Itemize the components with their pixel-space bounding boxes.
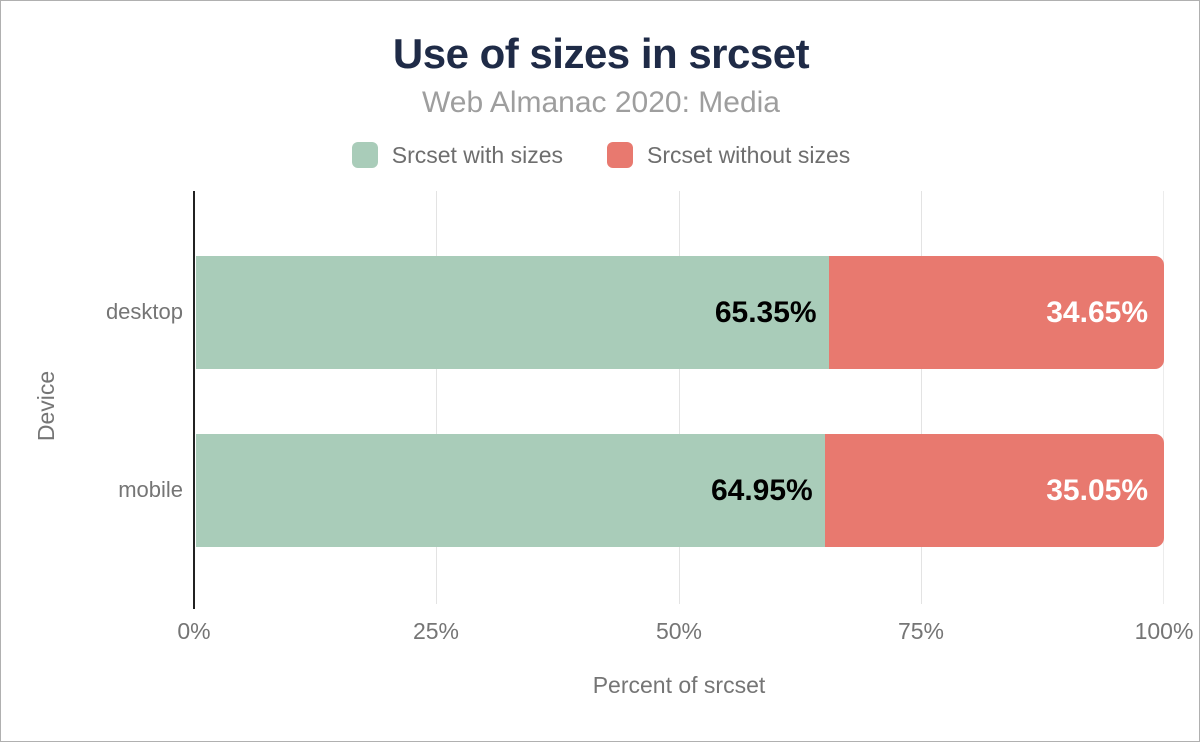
x-tick-0: 0%: [177, 618, 211, 644]
bar-segment-desktop-srcset-without-sizes[interactable]: 34.65%: [828, 256, 1164, 369]
chart-title: Use of sizes in srcset: [392, 30, 810, 77]
x-tick-50: 50%: [655, 618, 703, 644]
legend-swatch-red-icon: [607, 142, 633, 168]
y-axis-line: [193, 191, 195, 609]
bar-row-mobile: 64.95% 35.05%: [196, 434, 1164, 547]
gridline-25: [436, 191, 437, 604]
bar-value-label: 35.05%: [1046, 473, 1148, 507]
bar-segment-mobile-srcset-without-sizes[interactable]: 35.05%: [824, 434, 1164, 547]
legend-item-srcset-without-sizes: Srcset without sizes: [607, 141, 850, 169]
chart-subtitle: Web Almanac 2020: Media: [422, 86, 780, 119]
bar-value-label: 64.95%: [710, 473, 813, 507]
bar-row-desktop: 65.35% 34.65%: [196, 256, 1164, 369]
legend-label-srcset-with-sizes: Srcset with sizes: [391, 142, 563, 168]
gridline-100: [1163, 191, 1164, 604]
x-tick-100: 100%: [1134, 618, 1194, 644]
bar-value-label: 65.35%: [714, 295, 817, 329]
plot-area: 65.35% 34.65% 64.95% 35.05%: [193, 191, 1164, 609]
gridline-75: [921, 191, 922, 604]
category-label-desktop: desktop: [105, 299, 183, 324]
legend: Srcset with sizes Srcset without sizes: [1, 141, 1199, 169]
bar-segment-desktop-srcset-with-sizes[interactable]: 65.35%: [196, 256, 829, 369]
legend-item-srcset-with-sizes: Srcset with sizes: [351, 141, 563, 169]
x-tick-75: 75%: [897, 618, 945, 644]
bar-segment-mobile-srcset-with-sizes[interactable]: 64.95%: [196, 434, 825, 547]
x-tick-25: 25%: [412, 618, 460, 644]
gridline-50: [679, 191, 680, 604]
legend-label-srcset-without-sizes: Srcset without sizes: [647, 142, 851, 168]
x-axis-title: Percent of srcset: [592, 672, 766, 698]
y-axis-title: Device: [33, 370, 59, 442]
category-label-mobile: mobile: [118, 477, 183, 502]
legend-swatch-green-icon: [351, 142, 378, 168]
bar-value-label: 34.65%: [1046, 295, 1148, 329]
